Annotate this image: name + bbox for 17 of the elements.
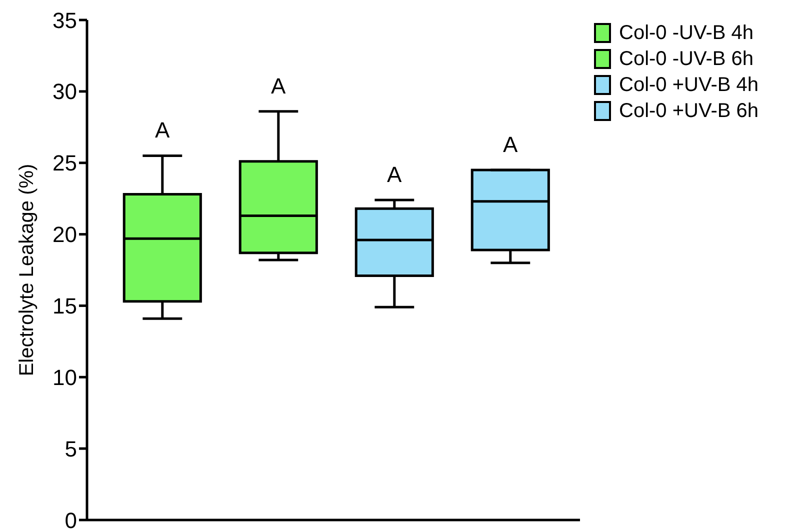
annotation: A bbox=[503, 132, 518, 157]
y-tick-label: 20 bbox=[52, 222, 77, 248]
y-tick-label: 10 bbox=[52, 364, 77, 390]
annotation: A bbox=[387, 162, 402, 187]
annotation: A bbox=[155, 118, 170, 143]
legend-label: Col-0 +UV-B 6h bbox=[619, 99, 759, 124]
y-tick-label: 35 bbox=[52, 8, 77, 33]
y-tick-label: 0 bbox=[64, 508, 77, 530]
y-tick-label: 30 bbox=[52, 79, 77, 104]
y-tick-label: 25 bbox=[52, 150, 77, 176]
legend-label: Col-0 -UV-B 4h bbox=[619, 21, 754, 46]
y-tick-label: 15 bbox=[52, 294, 77, 319]
legend-label: Col-0 -UV-B 6h bbox=[619, 47, 754, 72]
y-axis-title: Electrolyte Leakage (%) bbox=[16, 164, 38, 376]
y-tick-label: 5 bbox=[64, 436, 77, 462]
legend-label: Col-0 +UV-B 4h bbox=[619, 73, 759, 98]
annotation: A bbox=[271, 73, 286, 98]
